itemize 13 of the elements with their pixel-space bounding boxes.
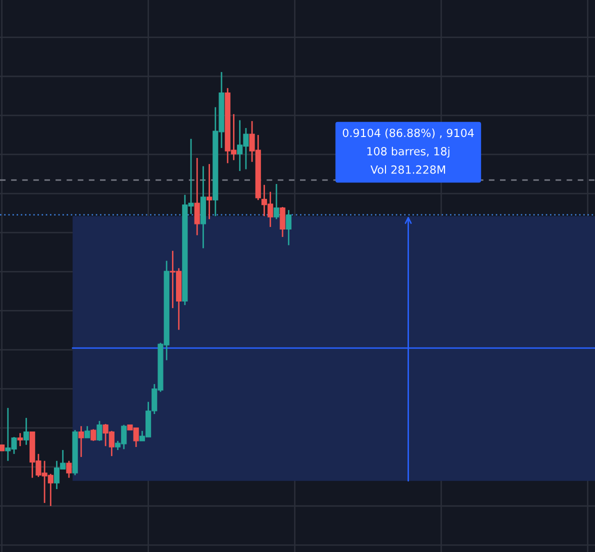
candlestick: [84, 425, 90, 439]
candlestick: [23, 417, 30, 446]
candlestick: [78, 425, 84, 458]
candlestick: [66, 460, 72, 478]
candlestick: [96, 420, 102, 442]
candlestick: [90, 428, 96, 442]
candlestick: [274, 183, 280, 220]
text: 0.9104 (86.88%) , 9104 108 barres, 18j Vol 281.228M: [342, 128, 474, 174]
candlestick: [286, 209, 292, 246]
candlestick: [206, 163, 212, 220]
candlestick: [17, 432, 23, 447]
candlestick: [280, 206, 286, 238]
candlestick: [194, 157, 200, 236]
